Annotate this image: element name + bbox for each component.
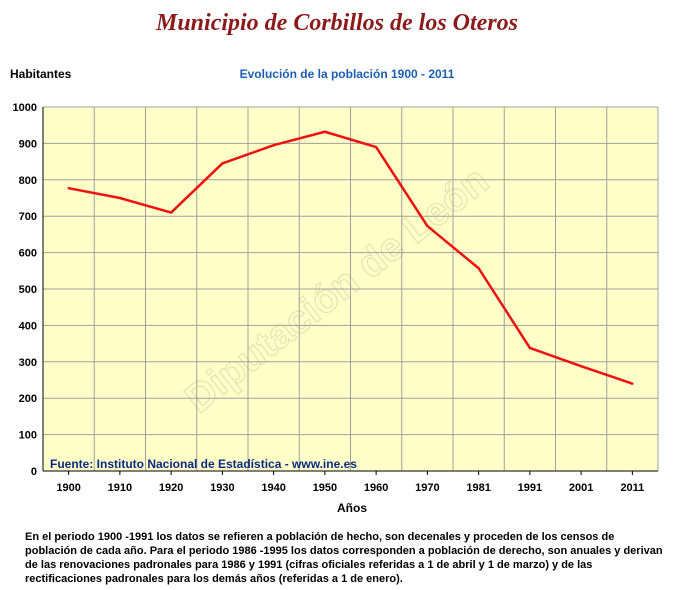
data-point: [221, 162, 224, 165]
y-tick-label: 500: [19, 284, 37, 296]
source-label: Fuente: Instituto Nacional de Estadístic…: [50, 457, 357, 471]
x-tick-label: 1910: [108, 482, 132, 494]
y-axis-label: Habitantes: [10, 67, 72, 81]
data-point: [528, 346, 532, 350]
x-axis-label: Años: [337, 501, 367, 515]
y-tick-label: 700: [19, 211, 37, 223]
data-point: [118, 196, 122, 200]
page-title: Municipio de Corbillos de los Oteros: [155, 10, 519, 36]
data-point: [374, 145, 378, 149]
x-tick-label: 1960: [364, 482, 388, 494]
x-tick-label: 1900: [56, 482, 80, 494]
y-tick-label: 300: [19, 357, 37, 369]
data-point: [631, 382, 634, 385]
x-tick-label: 2001: [569, 482, 593, 494]
x-tick-label: 1981: [466, 482, 490, 494]
data-point: [272, 144, 275, 147]
data-point: [169, 211, 173, 214]
x-tick-label: 1920: [159, 482, 183, 494]
x-tick-label: 1950: [313, 482, 337, 494]
data-point: [579, 364, 583, 368]
y-tick-label: 200: [19, 393, 37, 405]
series-line-population: [68, 130, 633, 385]
data-point: [426, 224, 429, 228]
x-tick-label: 2011: [620, 482, 644, 494]
y-tick-label: 1000: [13, 102, 37, 114]
x-tick-label: 1940: [261, 482, 285, 494]
x-tick-label: 1930: [210, 482, 234, 494]
y-tick-label: 900: [19, 138, 37, 150]
data-point: [67, 186, 70, 190]
x-tick-label: 1991: [518, 482, 542, 494]
chart-title: Evolución de la población 1900 - 2011: [239, 67, 455, 81]
x-tick-label: 1970: [415, 482, 439, 494]
y-tick-label: 100: [19, 430, 37, 442]
y-tick-label: 0: [31, 466, 37, 478]
data-point: [477, 267, 480, 270]
y-tick-label: 400: [19, 320, 37, 332]
methodology-note: En el periodo 1900 -1991 los datos se re…: [25, 531, 663, 585]
y-tick-label: 800: [19, 175, 37, 187]
data-point: [323, 130, 327, 133]
y-tick-label: 600: [19, 248, 37, 260]
